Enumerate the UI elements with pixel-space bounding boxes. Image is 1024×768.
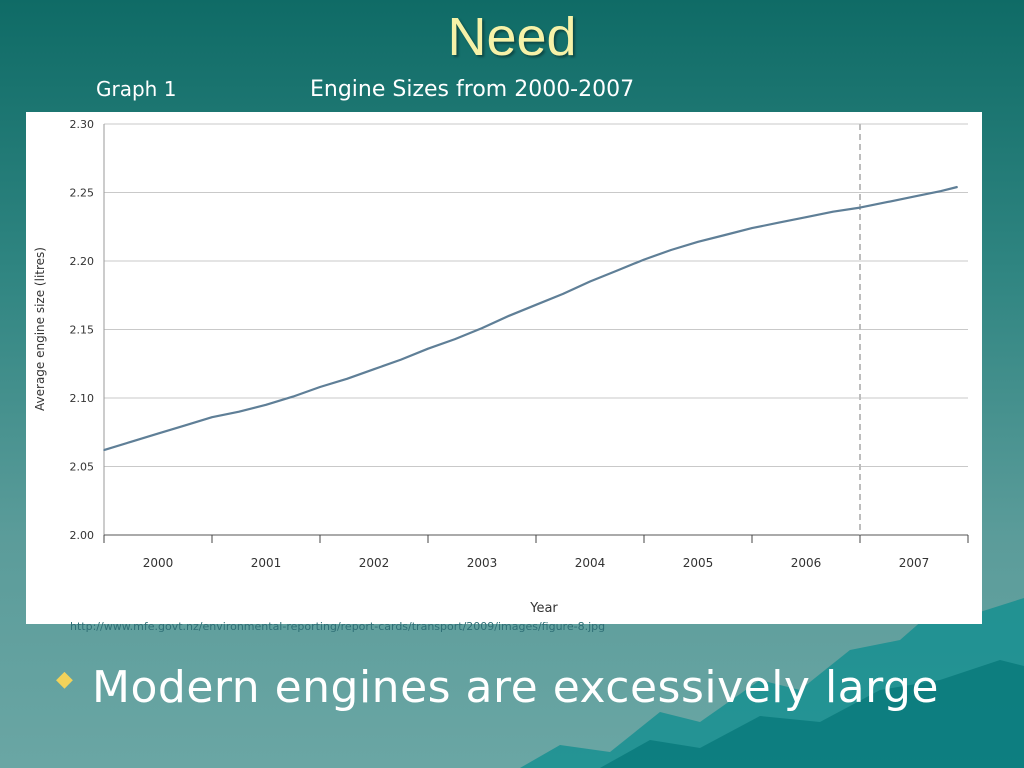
data-point: [481, 327, 483, 329]
data-point: [454, 338, 456, 340]
x-tick-label: 2002: [359, 556, 390, 570]
data-point: [400, 358, 402, 361]
data-point: [697, 241, 699, 243]
data-point: [130, 441, 132, 443]
data-point: [956, 186, 958, 188]
x-tick-label: 2000: [143, 556, 174, 570]
y-tick-label: 2.25: [70, 187, 95, 200]
data-point: [805, 216, 807, 218]
x-tick-label: 2005: [683, 556, 714, 570]
data-point: [211, 416, 213, 418]
diamond-bullet-icon: ◆: [56, 666, 73, 691]
y-tick-label: 2.00: [70, 529, 95, 542]
x-tick-label: 2001: [251, 556, 282, 570]
y-tick-label: 2.10: [70, 392, 95, 405]
y-tick-label: 2.20: [70, 255, 95, 268]
data-point: [670, 249, 672, 251]
chart-panel: 2.00 2.05 2.10 2.15 2.20 2.25 2.30 2000 2001 2002…: [26, 112, 982, 624]
data-point: [778, 221, 780, 224]
data-point: [589, 280, 591, 283]
data-point: [292, 395, 294, 398]
data-point: [184, 424, 186, 427]
data-point: [157, 432, 159, 435]
data-point: [724, 234, 726, 236]
data-point: [238, 410, 240, 413]
y-axis-label: Average engine size (litres): [33, 247, 47, 411]
x-axis-label: Year: [529, 601, 558, 616]
data-point: [319, 386, 321, 388]
x-tick-label: 2004: [575, 556, 606, 570]
data-point: [913, 195, 915, 198]
source-url: http://www.mfe.govt.nz/environmental-rep…: [70, 620, 606, 633]
bullet-text: Modern engines are excessively large: [92, 662, 939, 713]
data-point: [616, 269, 618, 272]
data-point: [886, 201, 888, 203]
y-tick-label: 2.30: [70, 118, 95, 131]
slide-title: Need: [447, 7, 577, 67]
x-tick-label: 2003: [467, 556, 498, 570]
data-point: [103, 449, 105, 451]
data-point: [562, 293, 564, 295]
line-chart: 2.00 2.05 2.10 2.15 2.20 2.25 2.30 2000 2001 2002…: [33, 118, 969, 616]
y-tick-label: 2.05: [70, 461, 95, 474]
chart-title: Engine Sizes from 2000-2007: [310, 77, 635, 102]
graph-label: Graph 1: [96, 77, 177, 101]
data-point: [508, 315, 510, 317]
data-point: [265, 404, 267, 406]
data-point: [373, 368, 375, 371]
data-point: [859, 206, 861, 209]
y-tick-label: 2.15: [70, 324, 95, 337]
engine-size-line: [103, 185, 958, 452]
data-point: [751, 227, 753, 229]
x-tick-label: 2006: [791, 556, 822, 570]
data-point: [346, 378, 348, 380]
data-point: [427, 347, 429, 350]
data-point: [535, 304, 537, 306]
data-point: [940, 190, 942, 192]
data-point: [832, 210, 834, 213]
data-point: [643, 258, 645, 261]
x-tick-label: 2007: [899, 556, 930, 570]
